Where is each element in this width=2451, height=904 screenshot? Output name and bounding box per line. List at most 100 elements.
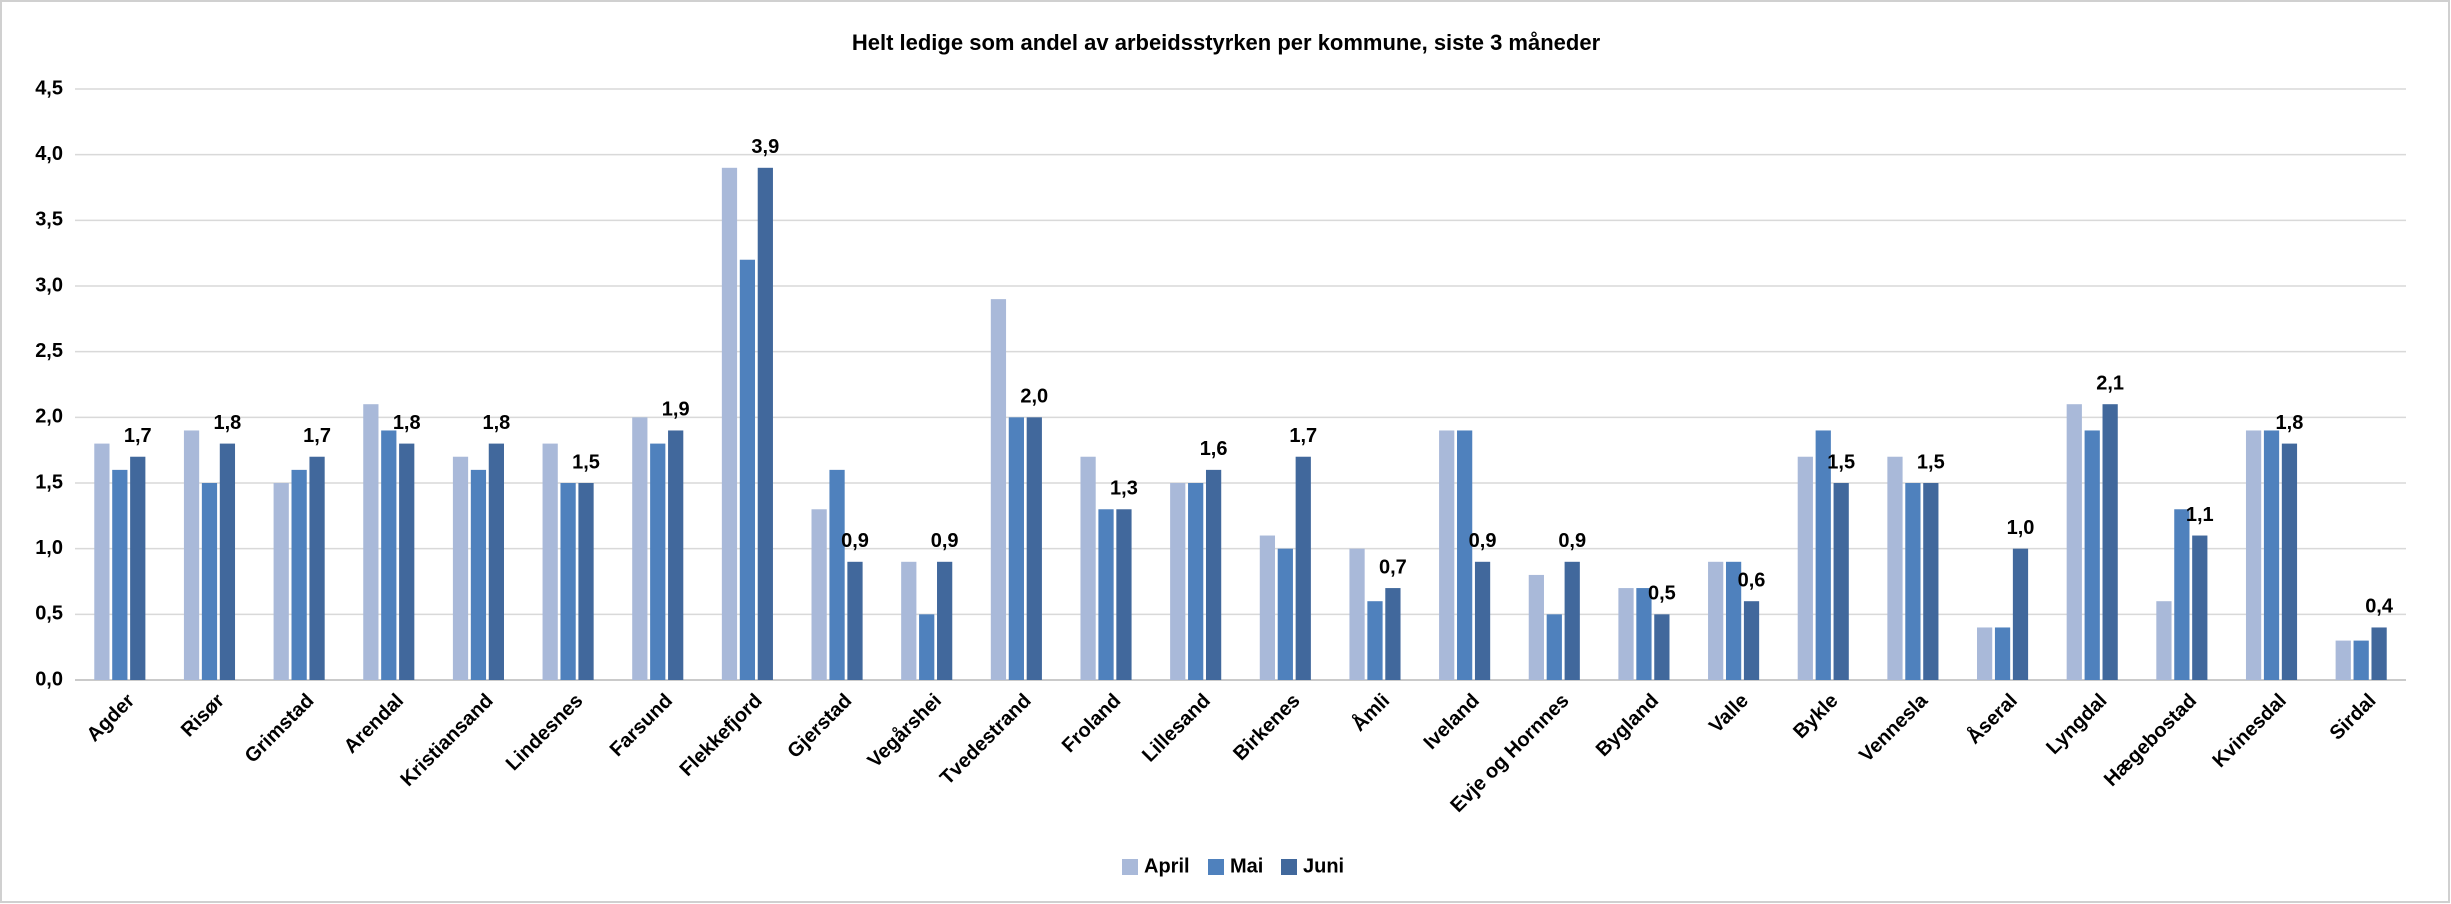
bar — [488, 443, 504, 680]
bar — [1385, 588, 1401, 680]
bar — [1080, 456, 1096, 680]
bar — [1349, 548, 1365, 680]
data-label: 0,9 — [1558, 530, 1586, 552]
bar — [2281, 443, 2298, 680]
y-tick-label: 0,5 — [35, 603, 63, 625]
data-label: 0,6 — [1738, 569, 1766, 591]
bar — [2192, 535, 2208, 680]
bar — [1098, 509, 1114, 680]
data-label: 0,9 — [931, 530, 959, 552]
y-tick-label: 4,5 — [35, 77, 63, 99]
bar — [2245, 430, 2262, 680]
data-label: 1,6 — [1200, 438, 1228, 460]
data-label: 0,7 — [1379, 556, 1407, 578]
bar — [1367, 601, 1383, 680]
bar — [829, 469, 845, 680]
data-label: 2,1 — [2096, 372, 2124, 394]
bar — [219, 443, 236, 680]
bar — [1887, 456, 1903, 680]
legend-swatch — [1281, 859, 1297, 875]
bar — [1636, 588, 1652, 680]
bar — [399, 443, 415, 680]
bar — [1994, 627, 2011, 680]
bar — [578, 483, 594, 680]
bar — [1474, 561, 1491, 680]
bar — [1743, 601, 1760, 680]
bar — [201, 483, 218, 680]
bar — [291, 469, 307, 680]
bar — [1708, 561, 1724, 680]
bar — [739, 259, 756, 680]
bar — [2156, 601, 2172, 680]
bar — [2066, 404, 2082, 680]
bar — [1977, 627, 1993, 680]
bar — [273, 483, 289, 680]
bar — [937, 561, 953, 680]
bar — [94, 443, 110, 680]
bar — [757, 167, 773, 681]
legend-swatch — [1122, 859, 1138, 875]
y-tick-label: 0,0 — [35, 668, 63, 690]
legend-label: April — [1144, 855, 1190, 877]
bar — [632, 417, 648, 680]
bar — [1026, 417, 1042, 680]
data-label: 0,9 — [1469, 530, 1497, 552]
bar — [560, 483, 576, 680]
bar — [309, 456, 325, 680]
data-label: 1,1 — [2186, 504, 2214, 526]
data-label: 3,9 — [751, 136, 779, 158]
legend-swatch — [1208, 859, 1224, 875]
bar — [990, 299, 1007, 680]
y-tick-label: 3,5 — [35, 209, 63, 231]
bar — [183, 430, 200, 680]
y-tick-label: 2,5 — [35, 340, 63, 362]
bar — [1546, 614, 1562, 680]
bar — [2335, 640, 2351, 680]
bar — [2371, 627, 2387, 680]
bar — [2102, 404, 2118, 680]
y-tick-label: 1,0 — [35, 537, 63, 559]
bar — [2084, 430, 2100, 680]
data-label: 1,7 — [303, 425, 331, 447]
bar — [470, 469, 487, 680]
bar — [721, 167, 738, 681]
data-label: 1,7 — [124, 425, 152, 447]
bar — [919, 614, 935, 680]
data-label: 1,8 — [214, 412, 242, 434]
bar — [1905, 483, 1921, 680]
bar — [650, 443, 666, 680]
data-label: 1,0 — [2007, 517, 2035, 539]
data-label: 1,8 — [482, 412, 510, 434]
data-label: 1,3 — [1110, 478, 1138, 500]
bar — [668, 430, 684, 680]
bar — [2012, 548, 2029, 680]
bar — [130, 456, 146, 680]
legend-label: Mai — [1230, 855, 1263, 877]
bar — [1564, 561, 1580, 680]
bar — [2263, 430, 2280, 680]
bar — [2353, 640, 2369, 680]
bar — [2174, 509, 2190, 680]
bar — [1618, 588, 1634, 680]
y-tick-label: 2,0 — [35, 406, 63, 428]
data-label: 0,4 — [2365, 596, 2394, 618]
bar — [1277, 548, 1293, 680]
chart-title: Helt ledige som andel av arbeidsstyrken … — [852, 30, 1601, 55]
bar — [1170, 483, 1186, 680]
bar — [1008, 417, 1024, 680]
bar — [1457, 430, 1473, 680]
bar — [1188, 483, 1204, 680]
bar — [1725, 561, 1742, 680]
bar — [1923, 483, 1939, 680]
bar — [112, 469, 128, 680]
data-label: 1,5 — [572, 451, 600, 473]
bar — [1833, 483, 1849, 680]
bar — [542, 443, 558, 680]
bar — [1295, 456, 1311, 680]
data-label: 1,7 — [1289, 425, 1317, 447]
bar — [452, 456, 469, 680]
bar — [1259, 535, 1276, 680]
data-label: 1,8 — [393, 412, 421, 434]
data-label: 1,8 — [2276, 412, 2304, 434]
